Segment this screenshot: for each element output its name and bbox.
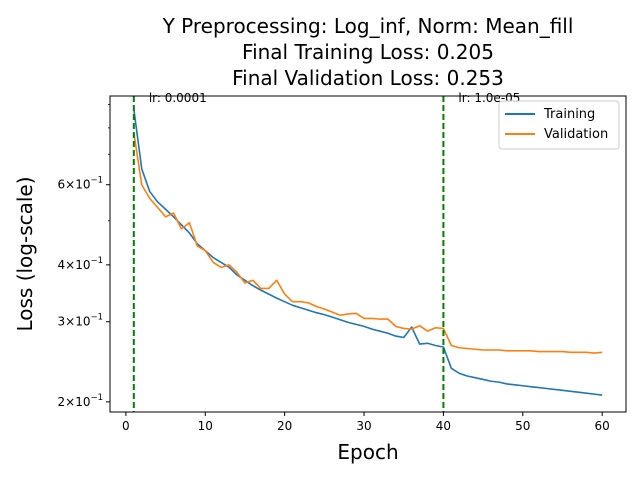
x-tick-label: 50 [515,419,530,433]
x-tick-label: 0 [122,419,130,433]
x-tick-label: 40 [436,419,451,433]
lr-marker-label-1: lr: 0.0001 [149,91,207,105]
x-tick-label: 60 [595,419,610,433]
legend-label-validation: Validation [544,127,608,142]
y-axis-ticks: 2×10−1 3×10−1 4×10−1 6×10−1 [58,104,110,409]
legend-label-training: Training [543,107,595,122]
x-tick-label: 20 [277,419,292,433]
title-line-3: Final Validation Loss: 0.253 [232,66,504,90]
plot-area: lr: 0.0001 lr: 1.0e-05 [132,91,603,412]
title-line-1: Y Preprocessing: Log_inf, Norm: Mean_fil… [162,14,574,38]
y-tick-label: 4×10−1 [58,256,104,272]
axes-frame [109,95,627,413]
series-line-validation [133,132,603,354]
y-tick-label: 3×10−1 [58,313,104,329]
series-line-training [133,108,603,396]
y-tick-label: 2×10−1 [58,393,104,409]
legend: Training Validation [498,100,620,150]
x-tick-label: 10 [198,419,213,433]
y-tick-label: 6×10−1 [58,176,104,192]
x-axis-ticks: 0 10 20 30 40 50 60 [122,412,610,433]
x-tick-label: 30 [356,419,371,433]
x-axis-label: Epoch [337,440,398,464]
title-line-2: Final Training Loss: 0.205 [242,40,494,64]
chart-title: Y Preprocessing: Log_inf, Norm: Mean_fil… [162,14,574,90]
y-axis-label: Loss (log-scale) [13,176,37,331]
